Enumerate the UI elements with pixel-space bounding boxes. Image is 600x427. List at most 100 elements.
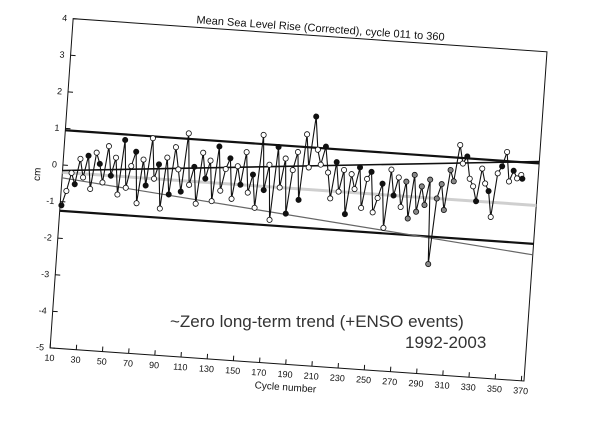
data-point [425,261,432,268]
data-point [470,183,477,190]
x-tick-label: 270 [382,376,398,387]
data-point [164,154,171,161]
data-point [482,180,489,187]
y-tick-label: -2 [43,232,52,243]
data-point [403,178,410,185]
trend-annotation: ~Zero long-term trend (+ENSO events) [170,312,464,331]
data-point [341,166,348,173]
x-tick-label: 230 [330,372,346,383]
y-tick-label: 3 [59,50,65,60]
data-point [447,167,454,174]
data-point [335,188,342,195]
data-point [191,163,198,170]
data-point [266,216,273,223]
data-point [374,195,381,202]
x-tick-label: 370 [513,385,529,396]
data-point [499,163,506,170]
data-point [413,208,420,215]
data-point [107,172,114,179]
data-point [142,182,149,189]
data-point [305,164,312,171]
data-point [114,191,121,198]
data-point [440,207,447,214]
data-point [333,159,340,166]
x-tick-label: 290 [408,378,424,389]
data-point [177,188,184,195]
x-ticks: 10 30 50 70 90 110 130 150 170 190 210 230 250 270 290… [44,342,529,396]
data-point [295,196,302,203]
y-axis-label: cm [32,167,44,181]
data-point [317,161,324,168]
data-point [327,195,334,202]
data-point [113,154,120,161]
data-point [237,181,244,188]
data-point [276,184,283,191]
data-point [358,204,365,211]
data-point [418,183,425,190]
data-point [202,175,209,182]
x-tick-label: 110 [173,362,188,373]
data-point [395,174,402,181]
data-point [105,143,112,150]
data-point [294,149,301,156]
data-point [249,171,256,178]
data-point [322,143,329,150]
data-point [397,204,404,211]
data-point [341,211,348,218]
data-point [427,176,434,183]
data-point [504,148,511,155]
data-point [85,152,92,159]
data-point [155,161,162,168]
data-point [289,167,296,174]
y-ticks: -5 -4 -3 -2 -1 0 1 2 3 4 [36,13,79,353]
data-point [200,149,207,156]
data-point [133,148,140,155]
x-tick-label: 70 [123,358,134,369]
y-tick-label: 1 [54,123,60,133]
data-point [58,202,65,209]
data-point [128,163,135,170]
data-point [404,215,411,222]
data-point [379,180,386,187]
data-point [243,149,250,156]
data-point [519,175,526,182]
x-tick-label: 310 [434,380,450,391]
data-point [156,205,163,212]
data-point [421,201,428,208]
data-point [234,163,241,170]
zero-band-line [62,170,537,207]
data-point [175,166,182,173]
y-tick-label: -5 [36,342,45,353]
y-tick-label: 4 [62,13,68,23]
data-point [260,187,267,194]
data-point [368,168,375,175]
data-point [487,213,494,220]
data-point [275,144,282,151]
data-point [149,135,156,142]
data-point [411,171,418,178]
data-point [433,195,440,202]
data-point [505,178,512,185]
data-point [217,187,224,194]
data-point [457,142,464,149]
reference-line [65,129,540,165]
data-point [266,161,273,168]
data-point [388,166,395,173]
data-point [192,200,199,207]
data-point [351,186,358,193]
data-point [464,153,471,160]
data-point [438,181,445,188]
data-point [207,157,214,164]
data-point [165,191,172,198]
data-point [369,209,376,216]
data-point [133,200,140,207]
x-tick-label: 190 [277,369,293,380]
data-point [485,188,492,195]
data-point [510,167,517,174]
data-point [325,169,332,176]
x-tick-label: 130 [199,363,215,374]
data-point [466,175,473,182]
data-point [222,166,229,173]
data-point [185,130,192,137]
